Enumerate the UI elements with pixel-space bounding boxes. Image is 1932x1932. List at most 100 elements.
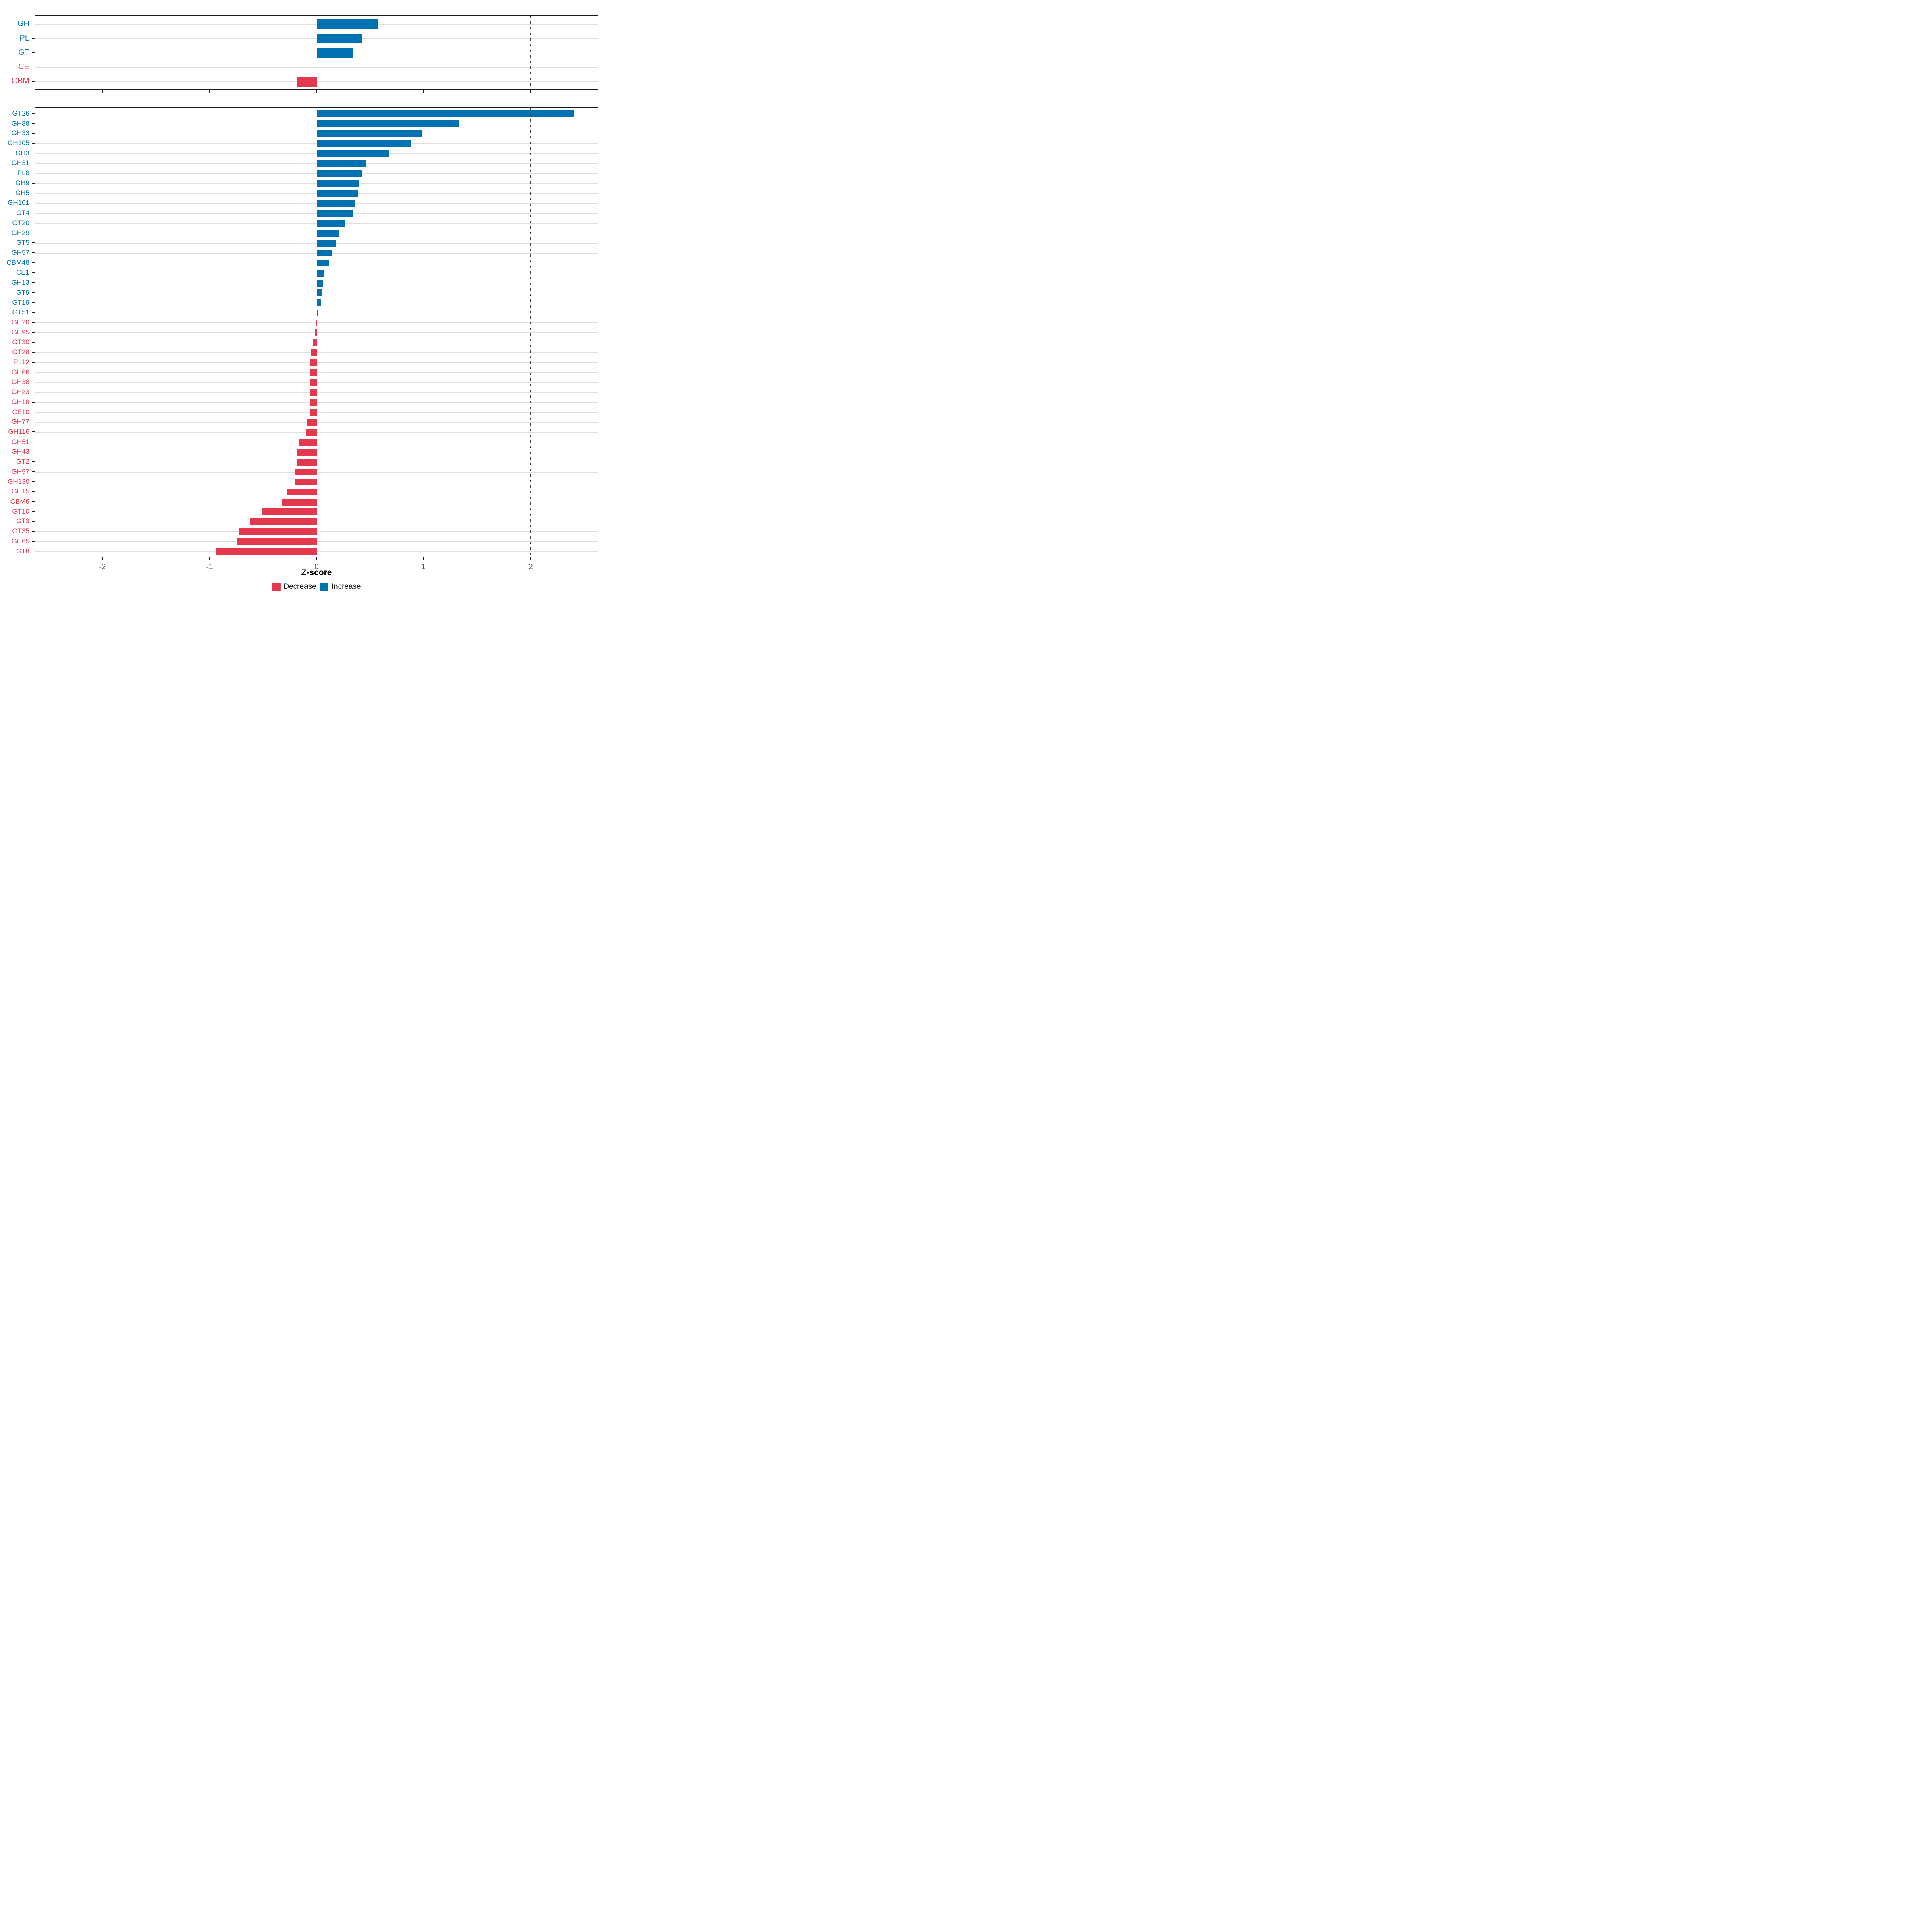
y-tick: [32, 153, 35, 154]
row-gridline: [35, 24, 598, 25]
y-tick: [32, 202, 35, 204]
x-tick-label: 0: [314, 562, 319, 571]
x-tick: [209, 557, 210, 560]
x-gridline: [423, 16, 425, 90]
x-gridline: [316, 108, 318, 557]
x-tick: [423, 90, 424, 93]
row-gridline: [35, 67, 598, 68]
row-gridline: [35, 262, 598, 264]
class-zscore-panel: [35, 15, 598, 90]
category-label-gh29: GH29: [11, 229, 29, 237]
category-label-gh20: GH20: [11, 318, 29, 326]
legend-label: Decrease: [283, 582, 316, 591]
category-label-gt19: GT19: [12, 298, 29, 306]
category-label-gt5: GT5: [16, 239, 29, 247]
bar-gh31: [317, 160, 366, 167]
x-tick: [316, 90, 317, 93]
bar-gt30: [312, 339, 317, 346]
category-label-gh116: GH116: [8, 427, 29, 436]
x-tick-label: -2: [99, 562, 106, 571]
bar-ce1: [317, 269, 325, 277]
bar-gh97: [295, 469, 317, 476]
row-gridline: [35, 233, 598, 234]
legend-label: Increase: [331, 582, 361, 591]
category-label-gh51: GH51: [11, 438, 29, 446]
bar-gt26: [317, 110, 574, 118]
y-tick: [32, 352, 35, 353]
category-label-ce10: CE10: [12, 408, 29, 416]
row-gridline: [35, 243, 598, 244]
category-label-gh95: GH95: [11, 328, 29, 336]
bar-gh38: [310, 379, 317, 386]
y-tick: [32, 272, 35, 273]
category-label-pl12: PL12: [13, 358, 29, 366]
bar-gh116: [305, 429, 317, 436]
category-label-gt2: GT2: [16, 458, 29, 466]
category-label-gh33: GH33: [11, 129, 29, 137]
category-label-gh13: GH13: [11, 279, 29, 287]
category-label-gh43: GH43: [11, 448, 29, 456]
y-tick: [32, 332, 35, 333]
bar-cbm6: [281, 498, 317, 506]
y-tick: [32, 411, 35, 413]
y-tick: [32, 481, 35, 482]
x-tick: [423, 557, 424, 560]
row-gridline: [35, 213, 598, 214]
y-tick: [32, 81, 35, 82]
bar-gt9: [317, 289, 322, 297]
y-tick: [32, 312, 35, 313]
bar-gh3: [317, 150, 389, 157]
bar-gt5: [317, 239, 336, 247]
x-tick-label: -1: [206, 562, 213, 571]
bar-gh: [317, 19, 378, 29]
row-gridline: [35, 253, 598, 254]
bar-gt2: [296, 458, 317, 466]
increase-swatch-icon: [320, 583, 328, 591]
row-gridline: [35, 203, 598, 204]
x-tick: [209, 90, 210, 93]
y-tick: [32, 113, 35, 114]
bar-gh77: [307, 419, 317, 426]
row-gridline: [35, 272, 598, 274]
category-label-ce1: CE1: [16, 268, 29, 277]
category-label-gt30: GT30: [12, 338, 29, 346]
x-tick: [102, 557, 103, 560]
row-gridline: [35, 52, 598, 54]
row-gridline: [35, 173, 598, 174]
bar-gh130: [294, 479, 317, 486]
y-tick: [32, 23, 35, 25]
bar-gh18: [309, 399, 317, 406]
x-tick: [316, 557, 317, 560]
category-label-gt4: GT4: [16, 209, 29, 217]
x-tick: [530, 557, 531, 560]
category-label-gh97: GH97: [11, 467, 29, 475]
y-tick: [32, 491, 35, 492]
bar-gh5: [317, 190, 358, 197]
y-tick: [32, 183, 35, 184]
x-axis-title: Z-score: [301, 568, 332, 577]
category-label-gh77: GH77: [11, 418, 29, 426]
bar-gh29: [317, 230, 339, 237]
y-tick: [32, 382, 35, 383]
bar-gh20: [316, 319, 317, 326]
y-tick: [32, 521, 35, 522]
y-tick: [32, 242, 35, 243]
bar-gh13: [317, 279, 324, 287]
category-label-gt: GT: [18, 48, 29, 57]
category-label-gh130: GH130: [8, 477, 29, 485]
y-tick: [32, 501, 35, 502]
reference-line: [530, 108, 532, 557]
row-gridline: [35, 153, 598, 154]
family-zscore-panel: [35, 107, 598, 557]
x-tick-label: 2: [528, 562, 533, 571]
y-tick: [32, 421, 35, 422]
bar-gh101: [317, 200, 356, 207]
decrease-swatch-icon: [272, 583, 281, 591]
category-label-gh5: GH5: [15, 189, 29, 197]
zscore-figure: GH PL GT CE CBM GT26 GH88 GH33 GH105 GH3 GH31 PL8 GH…: [0, 0, 604, 604]
x-gridline: [423, 108, 425, 557]
bar-gt19: [317, 299, 321, 307]
category-label-gt51: GT51: [12, 308, 29, 316]
category-label-gh105: GH105: [8, 139, 29, 147]
category-label-gh101: GH101: [8, 199, 29, 207]
